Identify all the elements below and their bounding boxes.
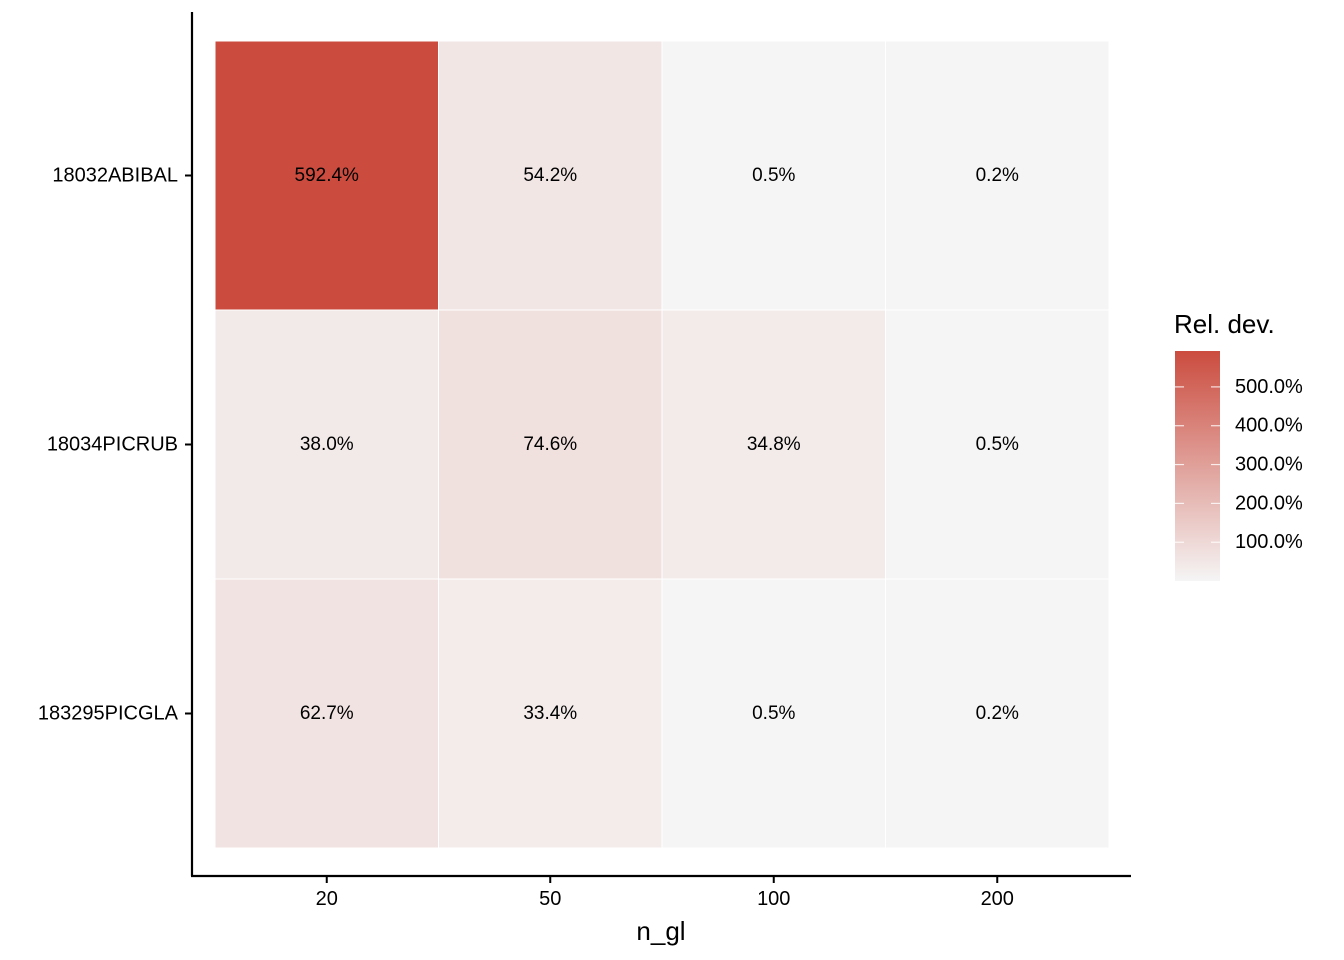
legend-tick-label: 300.0% xyxy=(1235,454,1303,476)
legend-title: Rel. dev. xyxy=(1174,309,1275,339)
x-axis-title: n_gl xyxy=(636,916,685,946)
cell-value-label: 54.2% xyxy=(523,165,577,186)
heatmap-cells xyxy=(215,41,1109,848)
heatmap-cell xyxy=(215,310,438,579)
y-tick-label: 18034PICRUB xyxy=(47,434,178,456)
cell-value-label: 38.0% xyxy=(300,434,354,455)
heatmap-cell xyxy=(439,579,662,848)
cell-value-label: 34.8% xyxy=(747,434,801,455)
cell-value-label: 0.2% xyxy=(976,165,1019,186)
heatmap-cell xyxy=(886,41,1109,310)
cell-value-label: 0.5% xyxy=(976,434,1019,455)
legend-ticks: 100.0% 200.0% 300.0% 400.0% 500.0% xyxy=(1175,376,1303,553)
legend-colorbar xyxy=(1175,351,1220,581)
legend: Rel. dev. 100.0% 200.0% 300.0% 400.0% 500.0% xyxy=(1174,309,1303,581)
y-tick-label: 183295PICGLA xyxy=(38,703,179,725)
heatmap-cell xyxy=(662,310,885,579)
cell-value-label: 592.4% xyxy=(295,165,360,186)
cell-value-label: 62.7% xyxy=(300,703,354,724)
legend-tick-label: 400.0% xyxy=(1235,415,1303,437)
heatmap-cell xyxy=(439,310,662,579)
x-tick-label: 50 xyxy=(539,888,561,910)
x-tick-label: 200 xyxy=(981,888,1014,910)
cell-value-label: 74.6% xyxy=(523,434,577,455)
x-axis-ticks: 20 50 100 200 xyxy=(316,876,1014,910)
cell-value-label: 0.5% xyxy=(752,165,795,186)
heatmap-cell xyxy=(886,579,1109,848)
heatmap-cell xyxy=(439,41,662,310)
y-tick-label: 18032ABIBAL xyxy=(52,165,178,187)
cell-value-label: 0.5% xyxy=(752,703,795,724)
x-tick-label: 20 xyxy=(316,888,338,910)
x-tick-label: 100 xyxy=(757,888,790,910)
heatmap-cell xyxy=(215,41,438,310)
legend-tick-label: 200.0% xyxy=(1235,492,1303,514)
y-axis-ticks: 18032ABIBAL 18034PICRUB 183295PICGLA xyxy=(38,165,192,725)
legend-tick-label: 100.0% xyxy=(1235,531,1303,553)
heatmap-cell-labels: 592.4% 54.2% 0.5% 0.2% 38.0% 74.6% 34.8% 0.5% 62… xyxy=(295,165,1019,724)
heatmap-cell xyxy=(662,579,885,848)
cell-value-label: 0.2% xyxy=(976,703,1019,724)
heatmap-cell xyxy=(215,579,438,848)
heatmap-cell xyxy=(662,41,885,310)
heatmap-cell xyxy=(886,310,1109,579)
cell-value-label: 33.4% xyxy=(523,703,577,724)
legend-tick-label: 500.0% xyxy=(1235,376,1303,398)
